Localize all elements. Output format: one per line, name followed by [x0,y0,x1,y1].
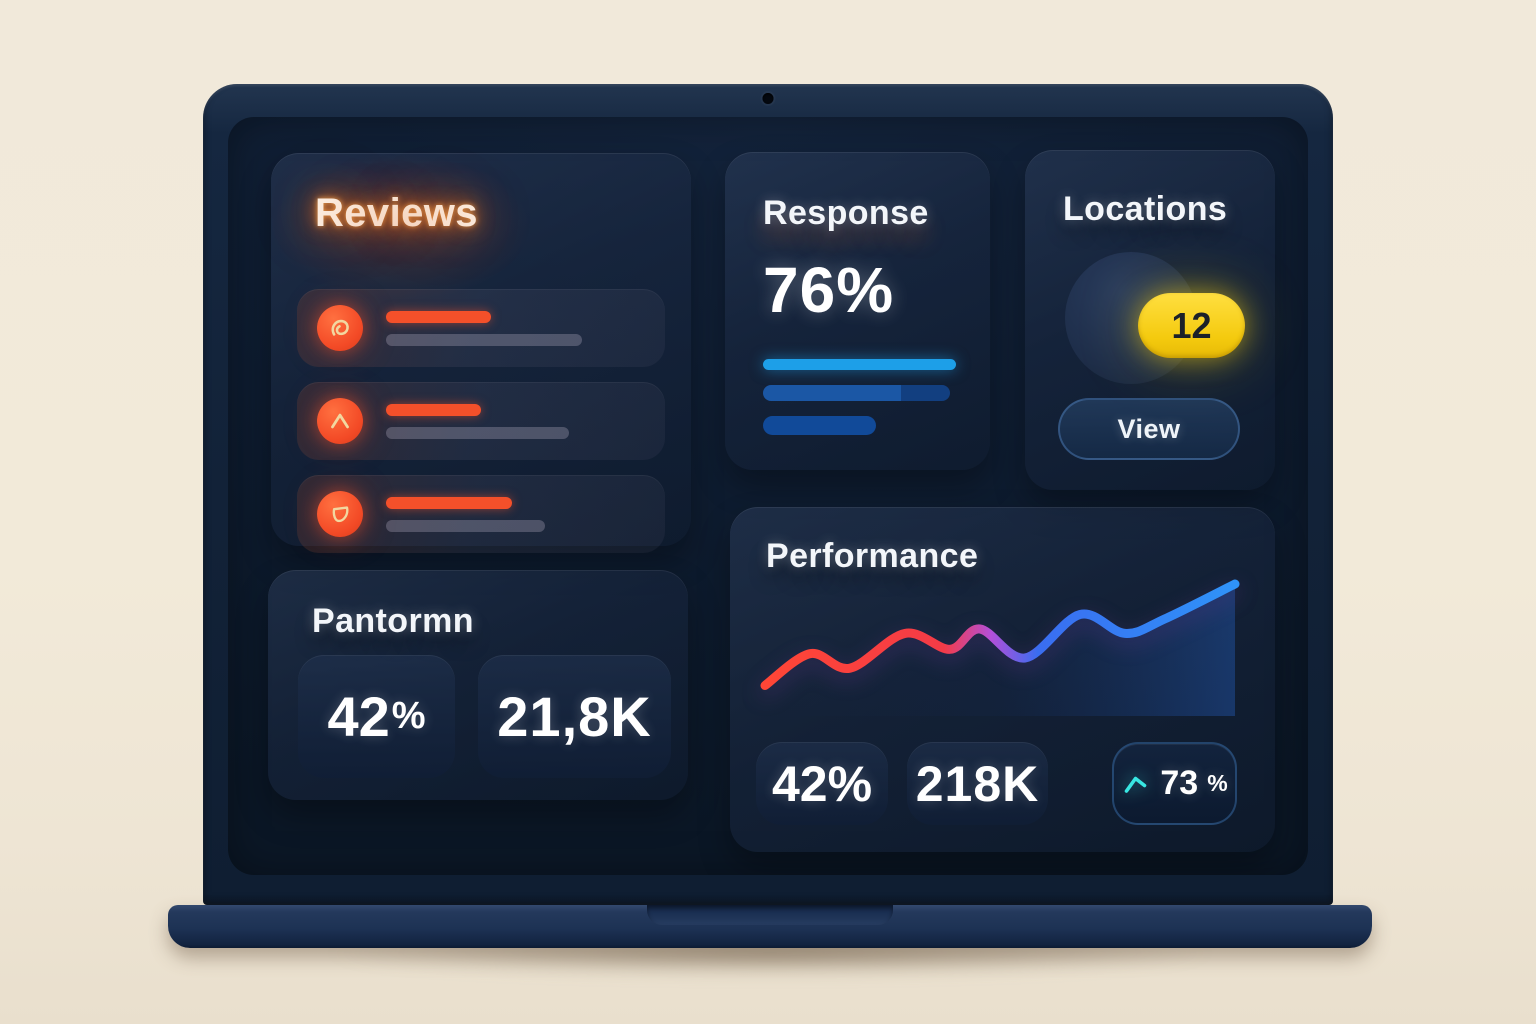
laptop: Reviews Response 76% Locations 12 View P… [203,84,1333,905]
platform-card: Pantormn 42% 21,8K [268,570,688,800]
trend-up-icon [1121,770,1151,797]
trend-value: 73 [1160,764,1199,802]
review-item[interactable] [297,382,665,460]
trend-percent-sign: % [1207,770,1228,796]
review-item[interactable] [297,289,665,367]
dashboard-screen: Reviews Response 76% Locations 12 View P… [228,117,1308,875]
performance-trend-tile: 73% [1112,742,1237,825]
shield-icon [317,491,363,537]
response-card: Response 76% [725,152,990,470]
laptop-base [168,905,1372,948]
locations-count-badge: 12 [1138,293,1245,358]
loop-icon [317,305,363,351]
performance-count-tile: 218K [907,742,1048,825]
webcam-icon [762,93,774,104]
performance-percent-tile: 42% [756,742,888,825]
locations-title: Locations [1063,190,1228,228]
review-item[interactable] [297,475,665,553]
response-value: 76% [763,254,895,326]
response-title: Response [763,194,929,232]
performance-title: Performance [766,537,979,575]
performance-line-chart [760,579,1240,716]
locations-card: Locations 12 View [1025,150,1275,490]
progress-bar [763,416,876,435]
platform-percent-tile: 42% [298,655,455,778]
peak-icon [317,398,363,444]
progress-bar [763,385,950,401]
performance-card: Performance 42% 218K [730,507,1275,852]
platform-percent-value: 42 [327,685,390,748]
laptop-lid-notch [647,905,893,925]
review-text-bars [386,496,545,532]
review-text-bars [386,403,569,439]
platform-title: Pantormn [312,602,474,640]
reviews-card: Reviews [271,153,691,553]
progress-bar [763,359,956,370]
chart-line [760,579,1240,690]
view-button[interactable]: View [1058,398,1240,460]
review-text-bars [386,310,582,346]
performance-percent-value: 42% [771,755,873,812]
performance-count-value: 218K [915,755,1040,812]
reviews-title: Reviews [315,191,478,235]
response-bars [763,359,990,435]
reviews-list [297,289,665,553]
platform-count-tile: 21,8K [478,655,671,778]
platform-count-value: 21,8K [497,685,652,748]
percent-sign: % [391,695,426,737]
